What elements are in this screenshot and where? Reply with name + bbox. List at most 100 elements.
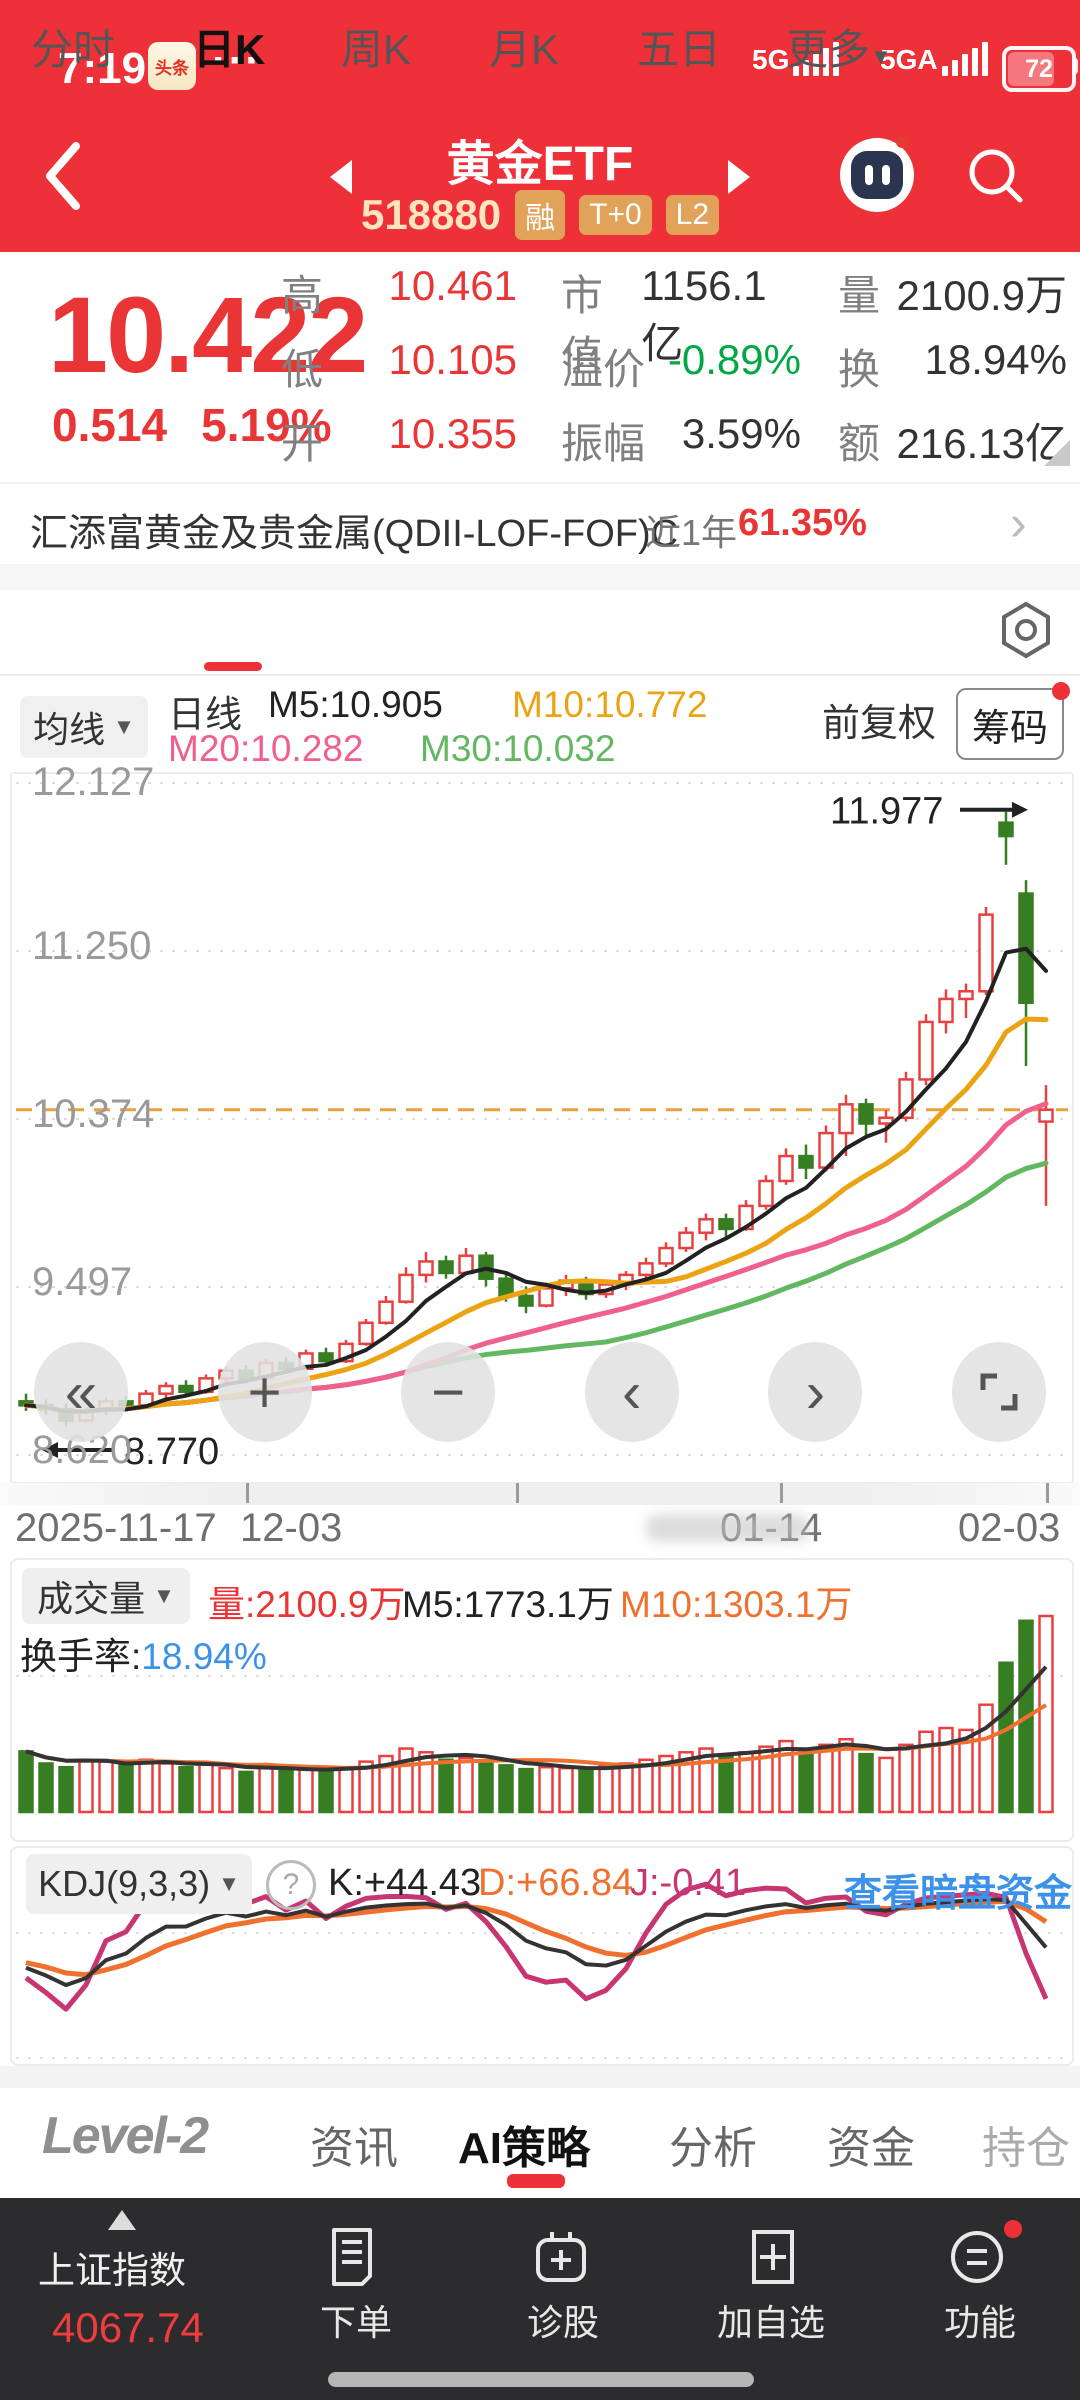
dark-pool-link[interactable]: 查看暗盘资金 [844,1873,1073,1915]
kdj-selector-button[interactable]: KDJ(9,3,3) ▼ [26,1854,252,1914]
fund-period-label: 近1年 [645,512,738,553]
ma-selector-button[interactable]: 均线 ▼ [20,696,148,758]
x-axis-label: 2025-11-17 [15,1506,217,1550]
current-price: 10.422 [48,274,368,395]
notification-app-icon: 头条 [148,42,196,90]
index-up-icon [108,2210,136,2230]
active-tab-underline [204,662,262,671]
fullscreen-button[interactable] [951,1342,1046,1442]
svg-text:8.770: 8.770 [124,1431,219,1473]
badge-l2: L2 [665,195,720,235]
stat-turnover: 换 18.94% [838,336,1067,393]
adjust-mode-label[interactable]: 前复权 [822,703,937,745]
help-icon[interactable]: ? [266,1860,316,1910]
stat-volume: 量 2100.9万 [838,272,1067,319]
x-axis-label: 12-03 [240,1506,343,1550]
badge-t0: T+0 [579,195,652,235]
bottom-nav: 上证指数 4067.74 下单 诊股 加自选 功能 [0,2198,1080,2400]
tab-monthly-k[interactable]: 月K [489,26,560,73]
signal-5g-icon: 5G [752,42,840,76]
tab-ai-strategy[interactable]: AI策略 [458,2124,590,2173]
pan-left-button[interactable]: ‹ [584,1342,679,1442]
tab-five-day[interactable]: 五日 [637,26,722,73]
back-icon[interactable] [36,138,92,214]
tab-analysis[interactable]: 分析 [669,2124,757,2173]
y-axis-label: 11.250 [32,924,152,968]
chips-button[interactable]: 筹码 [956,682,1070,760]
diagnose-icon[interactable] [530,2226,592,2288]
tab-weekly-k[interactable]: 周K [341,26,412,73]
nav-functions-label[interactable]: 功能 [944,2302,1017,2343]
index-value[interactable]: 4067.74 [52,2304,204,2351]
stat-premium: 溢价 -0.89% [561,336,801,393]
notification-dot [1004,2220,1022,2238]
status-more-icon: ··· [212,36,262,85]
zoom-in-button[interactable]: + [217,1342,312,1442]
functions-icon[interactable] [948,2226,1010,2288]
chevron-down-icon: ▼ [870,44,892,69]
stat-open: 开 10.355 [281,410,517,467]
chevron-down-icon: ▼ [218,1871,240,1896]
assistant-robot-icon[interactable] [840,136,914,212]
ma30-value: M30:10.032 [420,728,616,769]
next-stock-icon[interactable] [728,160,750,194]
ma10-value: M10:10.772 [512,684,708,725]
volume-pane[interactable]: 成交量 ▼ 量:2100.9万 M5:1773.1万 M10:1303.1万 换手… [10,1558,1074,1842]
chart-toolbar: « + − ‹ › [0,1342,1080,1442]
blurred-x-label [645,1514,810,1542]
chevron-down-icon: ▼ [153,1583,175,1608]
stock-code-row: 518880 融 T+0 L2 [0,190,1080,240]
turnover-row: 换手率:18.94% [20,1636,267,1677]
price-change-pct: 5.19% [201,399,332,451]
tab-minute[interactable]: 分时 [31,26,116,73]
tab-more[interactable]: 更多▼ [786,26,892,73]
status-time: 7:19 [58,44,147,93]
stat-amplitude: 振幅 3.59% [561,410,801,467]
tab-funds[interactable]: 资金 [827,2124,915,2173]
tab-positions[interactable]: 持仓 [982,2124,1070,2173]
stat-low: 低 10.105 [281,336,517,393]
price-change-row: 0.514 5.19% [52,398,332,452]
home-indicator[interactable] [328,2372,754,2387]
badge-margin: 融 [515,190,566,240]
nav-add-watchlist-label[interactable]: 加自选 [717,2302,826,2343]
stat-amount: 额 216.13亿 [838,420,1067,467]
y-axis-label: 9.497 [32,1260,133,1304]
kdj-k-value: K:+44.43 [328,1862,482,1904]
index-name[interactable]: 上证指数 [38,2250,186,2291]
volume-selector-button[interactable]: 成交量 ▼ [22,1568,190,1624]
y-axis-label: 10.374 [32,1092,155,1136]
stat-high: 高 10.461 [281,262,517,319]
chart-scrollbar[interactable] [0,1483,1080,1505]
linked-fund-name[interactable]: 汇添富黄金及贵金属(QDII-LOF-FOF)C [30,513,679,555]
level2-logo[interactable]: Level-2 [42,2107,209,2165]
kdj-pane[interactable]: KDJ(9,3,3) ▼ ? K:+44.43 D:+66.84 J:-0.41 … [10,1846,1074,2066]
chart-settings-icon[interactable] [998,600,1054,660]
fullscreen-icon [980,1373,1018,1411]
x-axis-label: 02-03 [958,1506,1061,1550]
kdj-j-value: J:-0.41 [630,1862,747,1904]
ma20-value: M20:10.282 [168,728,364,769]
kdj-d-value: D:+66.84 [478,1862,634,1904]
volume-ma10: M10:1303.1万 [620,1584,853,1625]
zoom-out-button[interactable]: − [401,1342,496,1442]
search-icon[interactable] [962,142,1030,210]
stock-code: 518880 [360,191,502,238]
tab-daily-k[interactable]: 日K [193,26,266,73]
battery-icon: 72 [1002,46,1076,92]
page-title: 黄金ETF [446,138,634,191]
notification-dot [1052,682,1070,700]
nav-diagnose-label[interactable]: 诊股 [527,2302,600,2343]
svg-text:11.977: 11.977 [830,791,943,833]
nav-order-label[interactable]: 下单 [320,2302,393,2343]
prev-stock-icon[interactable] [330,160,352,194]
tab-news[interactable]: 资讯 [310,2124,398,2173]
order-icon[interactable] [322,2226,382,2288]
collapse-left-button[interactable]: « [34,1342,128,1442]
pan-right-button[interactable]: › [768,1342,863,1442]
expand-corner-icon[interactable] [1044,440,1070,466]
ma5-value: M5:10.905 [268,684,443,725]
chevron-right-icon[interactable]: › [1010,495,1027,551]
battery-nub [1072,58,1078,74]
add-watchlist-icon[interactable] [744,2226,802,2288]
